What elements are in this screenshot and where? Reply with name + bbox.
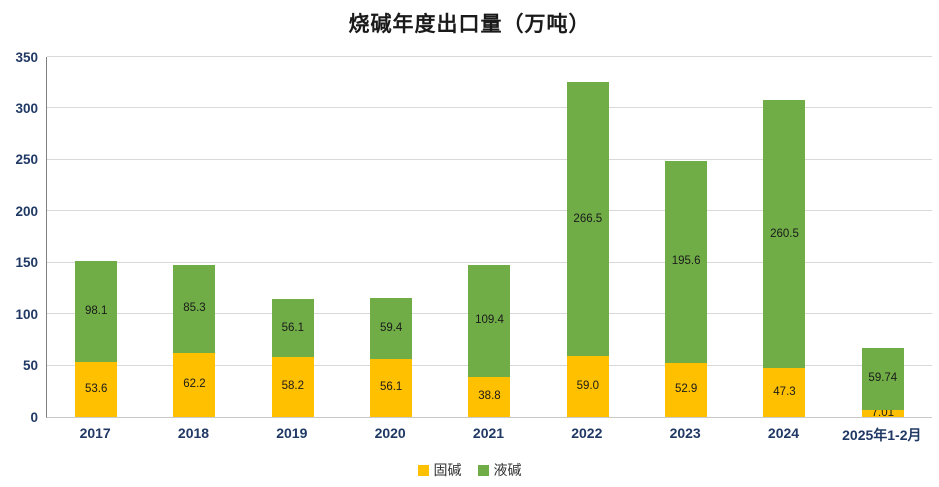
gridline — [47, 261, 932, 263]
bar-value-label: 59.0 — [576, 379, 599, 392]
gridline — [47, 107, 932, 109]
gridline — [47, 210, 932, 212]
legend-swatch-icon — [417, 464, 429, 476]
bar-segment-液碱: 85.3 — [173, 265, 216, 354]
legend-item-固碱: 固碱 — [417, 460, 462, 480]
bar-segment-液碱: 59.74 — [861, 348, 904, 410]
bar-slot: 47.3 260.5 — [735, 57, 833, 417]
x-axis-labels: 2017 2018 2019 2020 2021 2022 2023 2024 2025年1-2… — [46, 425, 931, 445]
bar-value-label: 52.9 — [674, 383, 698, 396]
bar-slot: 58.2 56.1 — [244, 57, 342, 417]
bar-stack: 56.1 59.4 — [370, 298, 413, 417]
bar-value-label: 109.4 — [475, 314, 504, 327]
x-axis-label: 2017 — [79, 425, 111, 441]
bar-segment-液碱: 98.1 — [75, 260, 118, 362]
y-tick-label: 150 — [15, 254, 38, 270]
bar-segment-固碱: 59.0 — [566, 356, 609, 417]
bar-value-label: 260.5 — [770, 227, 799, 240]
bar-segment-液碱: 59.4 — [370, 298, 413, 360]
x-axis-label: 2022 — [571, 425, 603, 441]
bar-segment-液碱: 56.1 — [271, 299, 314, 358]
x-axis-label: 2023 — [669, 425, 701, 441]
bar-value-label: 59.74 — [868, 372, 898, 385]
bar-value-label: 98.1 — [84, 304, 108, 317]
bar-segment-固碱: 38.8 — [468, 377, 511, 417]
y-tick-label: 200 — [15, 203, 38, 219]
bar-value-label: 85.3 — [183, 302, 206, 315]
bar-value-label: 7.01 — [871, 406, 894, 419]
bar-segment-液碱: 260.5 — [763, 100, 806, 369]
y-tick-label: 50 — [22, 357, 38, 373]
bar-value-label: 53.6 — [84, 382, 108, 395]
bar-value-label: 195.6 — [671, 255, 701, 268]
y-axis-labels: 0 50 100 150 200 250 300 350 — [0, 50, 38, 423]
bar-stack: 59.0 266.5 — [566, 82, 609, 417]
bar-value-label: 58.2 — [281, 380, 304, 393]
bar-segment-固碱: 53.6 — [75, 361, 118, 417]
bar-value-label: 62.2 — [183, 378, 206, 391]
bar-value-label: 59.4 — [379, 322, 403, 335]
legend-label: 固碱 — [433, 462, 462, 478]
bar-value-label: 56.1 — [379, 381, 403, 394]
bar-stack: 52.9 195.6 — [665, 161, 708, 417]
bar-slot: 59.0 266.5 — [539, 57, 637, 417]
x-axis-label: 2019 — [276, 425, 308, 441]
bar-slot: 52.9 195.6 — [637, 57, 735, 417]
bar-value-label: 47.3 — [773, 385, 796, 398]
bar-segment-固碱: 52.9 — [665, 362, 708, 417]
bar-stack: 7.01 59.74 — [861, 348, 904, 419]
legend: 固碱 液碱 — [0, 460, 939, 480]
legend-swatch-icon — [477, 464, 489, 476]
bar-segment-固碱: 47.3 — [763, 368, 806, 417]
bar-stack: 38.8 109.4 — [468, 264, 511, 417]
bar-segment-固碱: 62.2 — [173, 353, 216, 417]
bar-segment-液碱: 195.6 — [665, 161, 708, 363]
y-tick-label: 0 — [30, 409, 38, 425]
legend-item-液碱: 液碱 — [477, 460, 522, 480]
bar-slot: 38.8 109.4 — [440, 57, 538, 417]
gridline — [47, 56, 932, 57]
bar-stack: 58.2 56.1 — [271, 299, 314, 417]
bar-stack: 53.6 98.1 — [75, 260, 118, 417]
bar-segment-液碱: 266.5 — [566, 82, 609, 357]
y-tick-label: 100 — [15, 306, 38, 322]
x-axis-label: 2024 — [767, 425, 800, 441]
bar-value-label: 38.8 — [478, 390, 501, 403]
y-tick-label: 250 — [15, 152, 38, 168]
bar-segment-固碱: 7.01 — [861, 406, 904, 419]
legend-label: 液碱 — [493, 462, 522, 478]
x-axis-label: 2021 — [472, 425, 505, 441]
bar-segment-固碱: 58.2 — [271, 357, 314, 417]
x-axis-label: 2020 — [374, 425, 406, 441]
x-axis-label: 2018 — [177, 425, 210, 441]
x-axis-label: 2025年1-2月 — [842, 427, 922, 443]
y-tick-label: 350 — [15, 49, 38, 65]
bar-segment-固碱: 56.1 — [370, 359, 413, 417]
bar-stack: 62.2 85.3 — [173, 265, 216, 417]
bar-value-label: 266.5 — [573, 212, 603, 225]
plot-area: 53.6 98.1 62.2 85.3 58.2 56.1 56.1 59.4 38.8 109.… — [46, 56, 932, 419]
bar-stack: 47.3 260.5 — [763, 100, 806, 417]
gridline — [47, 158, 932, 160]
bar-value-label: 56.1 — [281, 321, 304, 334]
chart-title: 烧碱年度出口量（万吨） — [348, 13, 591, 36]
bar-slot: 56.1 59.4 — [342, 57, 440, 417]
y-tick-label: 300 — [15, 100, 38, 116]
bar-segment-液碱: 109.4 — [468, 264, 511, 378]
bar-slot: 53.6 98.1 — [47, 57, 145, 417]
bar-slot: 62.2 85.3 — [145, 57, 243, 417]
bar-slot: 7.01 59.74 — [834, 57, 932, 419]
